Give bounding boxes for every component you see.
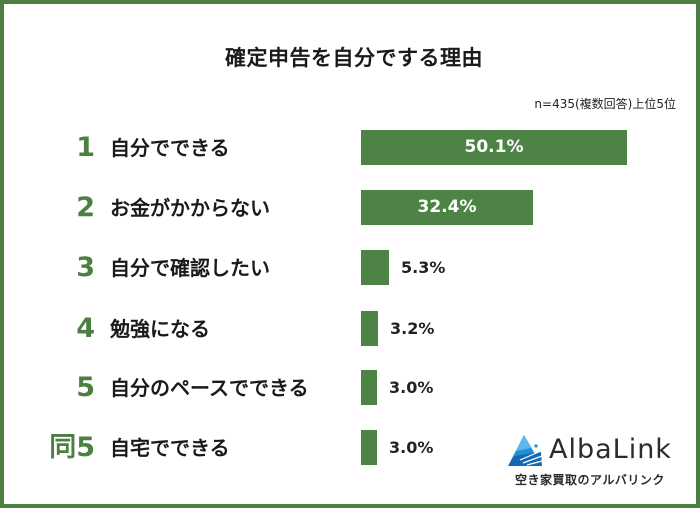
sample-note: n=435(複数回答)上位5位 xyxy=(534,97,676,111)
category-label: 自分のペースでできる xyxy=(110,376,309,400)
rank-number: 4 xyxy=(76,313,95,344)
value-label: 3.0% xyxy=(389,378,434,397)
rank-number: 同5 xyxy=(49,432,95,463)
albalink-logo: AlbaLink 空き家買取のアルバリンク xyxy=(507,434,697,494)
bar xyxy=(361,250,389,285)
category-label: 自宅でできる xyxy=(110,436,230,460)
rank-number: 3 xyxy=(76,252,95,283)
bar-row: 4 勉強になる 3.2% xyxy=(4,309,700,349)
rank-number: 5 xyxy=(76,372,95,403)
chart-title: 確定申告を自分でする理由 xyxy=(225,46,483,70)
bar xyxy=(361,430,377,465)
bar xyxy=(361,370,377,405)
bar xyxy=(361,190,533,225)
rank-number: 2 xyxy=(76,192,95,223)
triangle-logo-icon xyxy=(508,435,543,466)
value-label: 3.0% xyxy=(389,438,434,457)
bar-row: 5 自分のペースでできる 3.0% xyxy=(4,368,700,408)
bar xyxy=(361,130,627,165)
bar-row: 1 自分でできる 50.1% xyxy=(4,128,700,168)
category-label: 自分で確認したい xyxy=(110,256,270,280)
category-label: 勉強になる xyxy=(110,317,210,341)
category-label: 自分でできる xyxy=(110,136,230,160)
value-label: 5.3% xyxy=(401,258,446,277)
bar-row: 同5 自宅でできる 3.0% xyxy=(4,428,700,468)
bar xyxy=(361,311,378,346)
value-label: 3.2% xyxy=(390,319,435,338)
category-label: お金がかからない xyxy=(110,196,270,220)
value-label: 32.4% xyxy=(417,197,477,217)
rank-number: 1 xyxy=(76,132,95,163)
bar-row: 2 お金がかからない 32.4% xyxy=(4,188,700,228)
logo-name: AlbaLink xyxy=(549,434,672,465)
value-label: 50.1% xyxy=(464,137,524,157)
logo-subtitle: 空き家買取のアルバリンク xyxy=(515,473,665,487)
bar-row: 3 自分で確認したい 5.3% xyxy=(4,248,700,288)
